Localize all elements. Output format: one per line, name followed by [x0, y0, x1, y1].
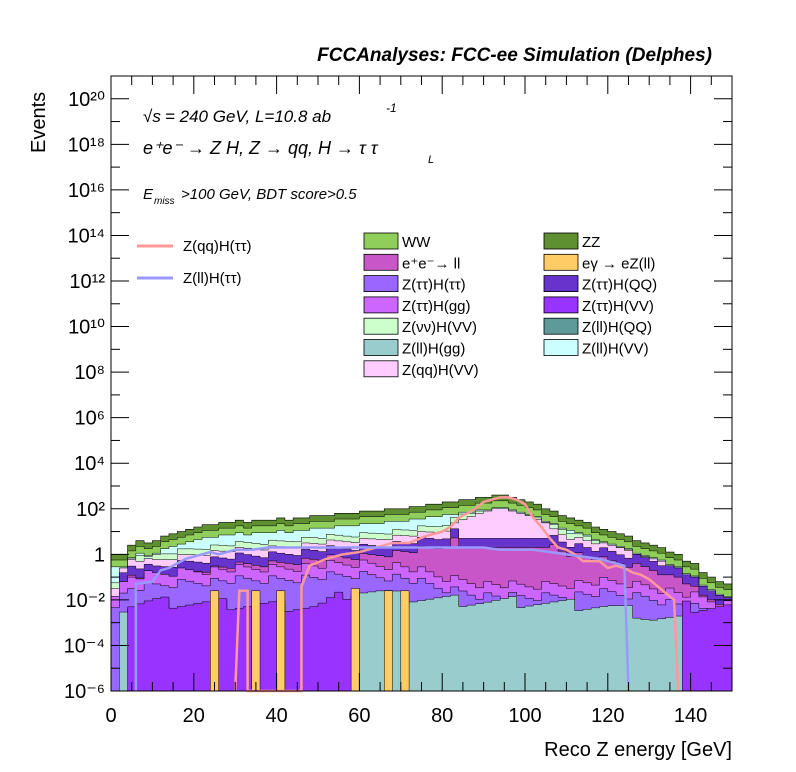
legend-left-label-0: Z(qq)H(ττ): [183, 238, 252, 255]
x-axis-label: Reco Z energy [GeV]: [544, 739, 732, 761]
y-axis-label: Events: [28, 92, 50, 153]
annotation-cut-rest: >100 GeV, BDT score>0.5: [181, 186, 357, 203]
legend-label-0-6: Z(qq)H(VV): [402, 362, 479, 379]
legend-swatch-1-5: [543, 339, 579, 356]
legend-swatch-1-0: [543, 232, 579, 250]
legend-swatch-1-4: [543, 317, 579, 335]
legend-label-1-5: Z(ll)H(VV): [582, 341, 649, 358]
y-tick-label-7: 10⁸: [74, 362, 105, 384]
legend-label-0-0: WW: [402, 234, 431, 251]
spike-bar-3: [350, 588, 360, 692]
x-tick-label-2: 40: [265, 705, 287, 727]
legend-label-1-3: Z(ττ)H(VV): [582, 298, 654, 315]
x-tick-label-6: 120: [591, 705, 624, 727]
spike-bar-2: [276, 590, 286, 692]
legend-label-0-2: Z(ττ)H(ττ): [402, 277, 466, 294]
legend-left-label-1: Z(ll)H(ττ): [183, 270, 242, 287]
x-tick-label-7: 140: [674, 705, 707, 727]
y-tick-label-12: 10¹⁸: [68, 134, 105, 156]
y-tick-label-1: 10⁻⁴: [64, 635, 105, 657]
legend-label-1-1: eγ → eZ(ll): [582, 255, 655, 272]
spike-bar-1: [251, 590, 261, 692]
legend-label-0-3: Z(ττ)H(gg): [402, 298, 471, 315]
annotation-cut-e: E: [143, 186, 154, 203]
y-tick-label-11: 10¹⁶: [68, 180, 105, 202]
y-tick-label-5: 10⁴: [74, 453, 105, 475]
legend-swatch-1-1: [543, 253, 579, 271]
legend-label-0-4: Z(νν)H(VV): [402, 319, 477, 336]
x-tick-label-1: 20: [183, 705, 205, 727]
legend-swatch-1-3: [543, 296, 579, 314]
legend-swatch-0-0: [363, 232, 399, 250]
legend-label-1-0: ZZ: [582, 234, 600, 251]
legend: Z(qq)H(ττ) Z(ll)H(ττ) WW e⁺e⁻→ ll Z(ττ)H(ττ)…: [137, 232, 657, 379]
annotation-energy: √s = 240 GeV, L=10.8 ab -1: [143, 101, 397, 126]
overlay-line-1: [134, 546, 630, 692]
annotation-process: e⁺e⁻ → Z H, Z → qq, H → τ τ L: [143, 138, 434, 166]
annotation-process-subscript: L: [428, 154, 434, 166]
annotation-cut: E miss >100 GeV, BDT score>0.5: [143, 186, 357, 207]
y-tick-label-13: 10²⁰: [68, 89, 105, 111]
overlay-line-0: [233, 496, 680, 693]
plot-layers: [110, 76, 733, 693]
annotation-cut-subscript: miss: [154, 196, 175, 207]
legend-swatch-0-5: [363, 339, 399, 356]
legend-swatch-0-1: [363, 253, 399, 271]
annotation-sqrt-s-symbol: √s: [143, 107, 161, 126]
annotation-process-text: e⁺e⁻ → Z H, Z → qq, H → τ τ: [143, 138, 379, 158]
y-tick-label-0: 10⁻⁶: [64, 681, 105, 703]
x-tick-label-4: 80: [431, 705, 453, 727]
legend-label-1-2: Z(ττ)H(QQ): [582, 277, 657, 294]
annotation-energy-text: = 240 GeV, L=10.8 ab: [165, 107, 331, 126]
annotation-lumi-exponent: -1: [386, 101, 397, 115]
legend-swatch-0-6: [363, 360, 399, 378]
y-tick-label-6: 10⁶: [75, 408, 105, 430]
legend-swatch-1-2: [543, 275, 579, 293]
x-tick-label-0: 0: [105, 705, 116, 727]
spike-bar-0: [210, 590, 219, 692]
legend-label-0-1: e⁺e⁻→ ll: [402, 255, 460, 272]
y-tick-label-10: 10¹⁴: [68, 225, 106, 247]
y-tick-label-3: 1: [94, 544, 105, 566]
legend-label-0-5: Z(ll)H(gg): [402, 341, 465, 358]
legend-swatch-0-4: [363, 317, 399, 335]
spike-bar-5: [400, 590, 410, 692]
y-tick-label-8: 10¹⁰: [68, 317, 105, 339]
legend-swatch-0-2: [363, 275, 399, 293]
x-tick-label-5: 100: [508, 705, 541, 727]
x-tick-label-3: 60: [348, 705, 370, 727]
spike-bar-4: [383, 590, 393, 692]
y-tick-label-2: 10⁻²: [66, 590, 106, 612]
legend-swatch-0-3: [363, 296, 399, 314]
y-tick-label-9: 10¹²: [69, 271, 105, 293]
legend-label-1-4: Z(ll)H(QQ): [582, 319, 652, 336]
axis-ticks: 0 20 40 60 80 100 120 140 10⁻⁶ 10⁻⁴ 10⁻² 1 10² 10⁴ 10⁶…: [64, 76, 732, 727]
y-tick-label-4: 10²: [76, 499, 105, 521]
chart-title: FCCAnalyses: FCC-ee Simulation (Delphes): [317, 45, 712, 66]
